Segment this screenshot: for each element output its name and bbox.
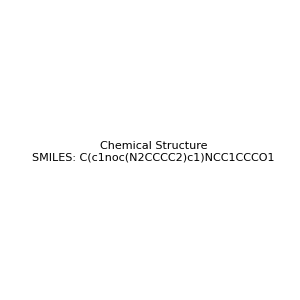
Text: Chemical Structure
SMILES: C(c1noc(N2CCCC2)c1)NCC1CCCO1: Chemical Structure SMILES: C(c1noc(N2CCC… bbox=[32, 141, 275, 162]
